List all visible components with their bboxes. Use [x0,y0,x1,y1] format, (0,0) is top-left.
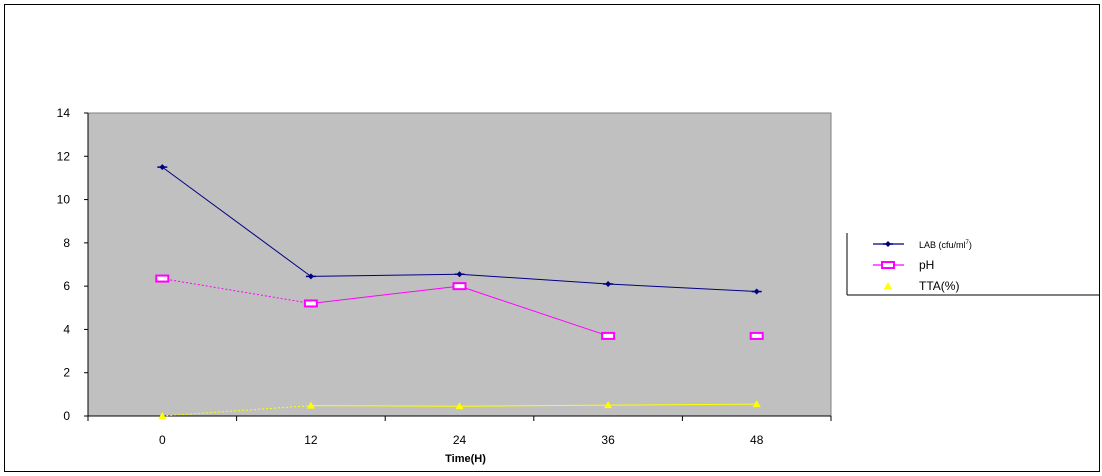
x-tick-label: 0 [159,433,166,447]
y-tick-label: 2 [63,366,70,380]
x-tick-label: 36 [601,433,615,447]
y-tick-label: 4 [63,322,70,336]
legend-lab-cfu-ml-marker [885,241,891,247]
y-tick-label: 8 [63,236,70,250]
series-ph-point [303,299,318,308]
series-tta-segment [162,405,311,417]
series-tta-segment [459,404,609,407]
plot-area [87,112,832,417]
y-tick-label: 6 [63,279,70,293]
legend-ph-label: pH [919,258,934,272]
series-tta-point [306,401,315,409]
series-tta-segment [608,403,757,406]
y-tick-label: 10 [57,193,71,207]
legend-tta-marker [884,282,892,289]
y-tick-label: 0 [63,409,70,423]
series-ph-point [452,282,467,291]
series-tta-point [604,401,613,409]
legend-tta-label: TTA(%) [919,279,959,293]
series-tta-point [455,402,464,410]
y-tick-label: 14 [57,106,71,120]
series-tta-segment [310,405,460,407]
series-ph-point [601,331,616,340]
series-ph-point [749,331,764,340]
series-lab-cfu-ml-segment [459,273,609,285]
x-axis-title: Time(H) [445,453,486,465]
series-tta-point [158,412,167,419]
series-lab-cfu-ml-segment [310,273,460,277]
series-ph-segment [459,285,609,337]
x-tick-label: 12 [304,433,318,447]
series-lab-cfu-ml-point [159,164,166,171]
series-tta-point [752,400,761,408]
y-tick-label: 12 [57,149,71,163]
series-lab-cfu-ml-segment [608,283,757,293]
series-lab-cfu-ml-point [605,280,612,287]
series-lab-cfu-ml-segment [162,166,312,277]
x-tick-label: 24 [453,433,467,447]
series-ph-segment [162,278,311,304]
x-tick-label: 48 [750,433,764,447]
series-ph-segment [310,285,460,304]
series-lab-cfu-ml-point [307,273,314,280]
series-lab-cfu-ml-point [456,271,463,278]
series-ph-point [155,274,170,283]
series-lab-cfu-ml-point [753,288,760,295]
legend-lab-cfu-ml-label: LAB (cfu/ml7) [919,240,972,250]
legend-ph-marker [881,261,895,269]
